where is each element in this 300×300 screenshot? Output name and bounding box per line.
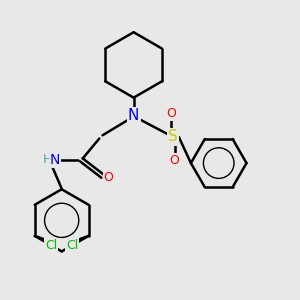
Text: S: S bbox=[168, 129, 178, 144]
Text: Cl: Cl bbox=[45, 238, 57, 251]
Text: O: O bbox=[166, 107, 176, 120]
Text: Cl: Cl bbox=[66, 238, 78, 251]
Text: N: N bbox=[50, 153, 60, 167]
Text: N: N bbox=[128, 108, 139, 123]
Text: O: O bbox=[169, 154, 179, 167]
Text: O: O bbox=[103, 171, 113, 184]
Text: H: H bbox=[43, 153, 52, 166]
